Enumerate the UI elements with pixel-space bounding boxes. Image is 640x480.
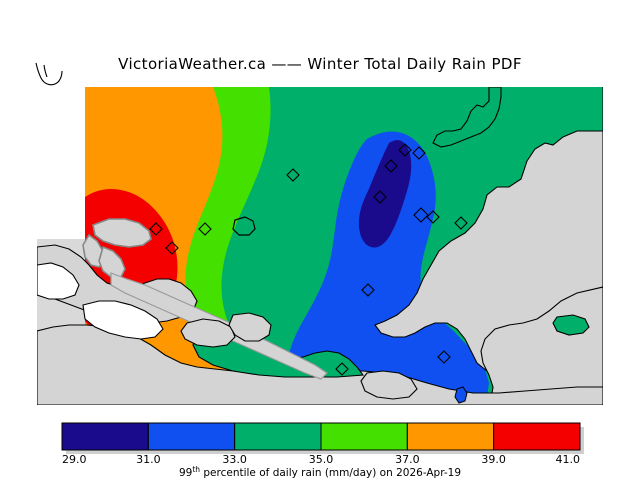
- station-marker[interactable]: [373, 190, 387, 204]
- station-marker[interactable]: [412, 146, 426, 160]
- colorbar-caption-prefix: 99: [179, 467, 192, 479]
- colorbar-segment-6[interactable]: [493, 422, 581, 451]
- colorbar-tick-1: 31.0: [136, 453, 161, 466]
- map-panel: [37, 87, 603, 405]
- station-marker[interactable]: [165, 241, 179, 255]
- station-marker[interactable]: [149, 222, 163, 236]
- band-31-33: [286, 131, 489, 405]
- station-marker[interactable]: [335, 362, 349, 376]
- station-marker[interactable]: [361, 283, 375, 297]
- colorbar-segment-5[interactable]: [406, 422, 495, 451]
- colorbar-caption: 99th percentile of daily rain (mm/day) o…: [179, 465, 461, 480]
- river-mouth: [454, 386, 468, 404]
- coast-notch-ne: [432, 87, 502, 148]
- station-marker[interactable]: [454, 216, 468, 230]
- colorbar-segment-2[interactable]: [147, 422, 236, 451]
- land-patch-midsouth-2: [228, 312, 272, 342]
- island-west-1: [92, 218, 152, 248]
- colorbar-tick-6: 41.0: [556, 453, 581, 466]
- page-title: VictoriaWeather.ca —— Winter Total Daily…: [118, 55, 522, 73]
- lake-outline: [232, 216, 256, 236]
- station-marker[interactable]: [384, 159, 398, 173]
- contour-map: [37, 87, 603, 405]
- water-west-white-2: [82, 300, 164, 340]
- colorbar-tick-2: 33.0: [222, 453, 247, 466]
- station-marker[interactable]: [413, 207, 429, 223]
- colorbar-tick-4: 37.0: [395, 453, 420, 466]
- colorbar-caption-superscript: th: [192, 465, 200, 474]
- colorbar-segment-3[interactable]: [234, 422, 322, 451]
- colorbar-tick-3: 35.0: [309, 453, 334, 466]
- island-east-green: [552, 314, 590, 336]
- colorbar-ticklabels: 29.0 31.0 33.0 35.0 37.0 39.0 41.0: [62, 453, 580, 466]
- colorbar-segments: [61, 422, 581, 451]
- colorbar-panel: 29.0 31.0 33.0 35.0 37.0 39.0 41.0 99th …: [0, 418, 640, 480]
- station-markers: [149, 143, 468, 376]
- colorbar-caption-rest: percentile of daily rain (mm/day) on 202…: [200, 467, 461, 479]
- station-marker[interactable]: [426, 210, 440, 224]
- station-marker[interactable]: [437, 350, 451, 364]
- outside-domain-left: [37, 87, 85, 239]
- land-patch-midsouth-1: [180, 318, 236, 348]
- colorbar: 29.0 31.0 33.0 35.0 37.0 39.0 41.0 99th …: [61, 422, 584, 480]
- station-marker[interactable]: [398, 143, 412, 157]
- band-29-31: [358, 140, 412, 248]
- station-marker[interactable]: [286, 168, 300, 182]
- station-marker[interactable]: [198, 222, 212, 236]
- water-west-white: [37, 262, 80, 300]
- colorbar-tick-0: 29.0: [62, 453, 87, 466]
- colorbar-segment-1[interactable]: [61, 422, 149, 451]
- colorbar-tick-5: 39.0: [481, 453, 506, 466]
- colorbar-segment-4[interactable]: [320, 422, 408, 451]
- land-patch-south-centre: [360, 370, 418, 400]
- land-mask: [37, 87, 603, 405]
